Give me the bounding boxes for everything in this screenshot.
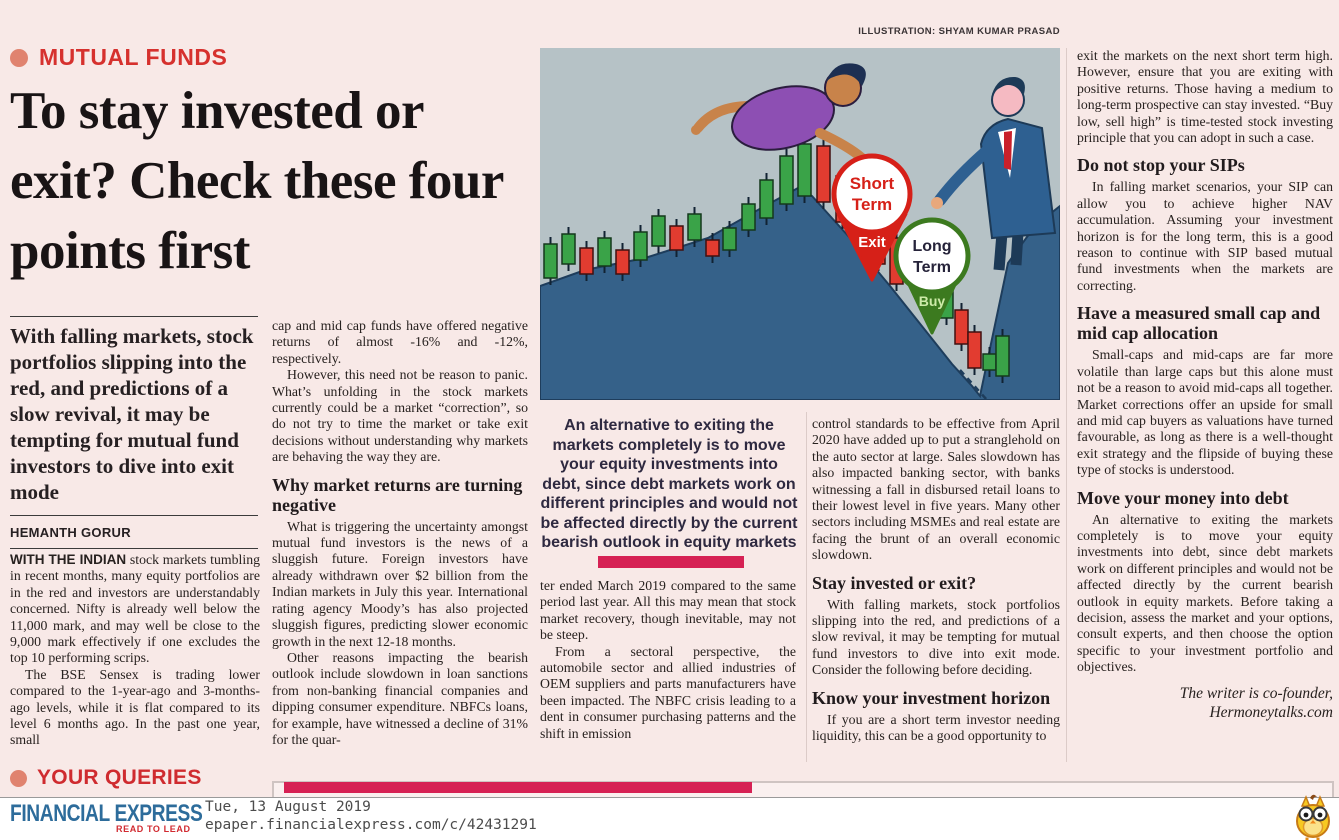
kicker-bullet-icon <box>10 48 28 67</box>
writer-credit-line2: Hermoneytalks.com <box>1209 703 1333 721</box>
pin-text-term: Term <box>852 195 892 214</box>
paragraph: control standards to be effective from A… <box>812 416 1060 563</box>
section-kicker: MUTUAL FUNDS <box>10 44 227 71</box>
paragraph-text: stock markets tumbling in recent months,… <box>10 552 260 666</box>
queries-label: YOUR QUERIES <box>37 766 202 789</box>
pin-text-exit: Exit <box>858 234 886 251</box>
edition-date: Tue, 13 August 2019 <box>205 799 371 815</box>
column-divider <box>806 412 807 762</box>
subhead-move-money-debt: Move your money into debt <box>1077 487 1289 508</box>
paragraph: WITH THE INDIAN stock markets tumbling i… <box>10 552 260 667</box>
subhead-investment-horizon: Know your investment horizon <box>812 687 1051 708</box>
short-term-exit-pin: Short Term Exit <box>831 153 913 282</box>
pin-text-long: Long <box>912 238 951 255</box>
epaper-url[interactable]: epaper.financialexpress.com/c/42431291 <box>205 817 537 833</box>
writer-credit: The writer is co-founder, Hermoneytalks.… <box>1077 684 1333 722</box>
writer-credit-line1: The writer is co-founder, <box>1179 684 1333 702</box>
dashed-trend-line <box>959 369 988 400</box>
pin-text-short: Short <box>850 174 895 193</box>
rule-mid <box>10 515 258 516</box>
paragraph: cap and mid cap funds have offered negat… <box>272 318 528 366</box>
body-column-2: cap and mid cap funds have offered negat… <box>272 318 528 748</box>
subhead-do-not-stop-sips: Do not stop your SIPs <box>1077 155 1245 176</box>
financial-express-logo: FINANCIAL EXPRESS <box>10 800 203 827</box>
owl-mascot-icon <box>1296 794 1330 840</box>
subhead-why-market-returns: Why market returns are turning negative <box>272 474 523 515</box>
mountain-silhouette <box>540 186 1060 400</box>
paragraph: What is triggering the uncertainty among… <box>272 518 528 649</box>
paragraph: If you are a short term investor needing… <box>812 711 1060 744</box>
article-headline: To stay invested or exit? Check these fo… <box>10 82 503 280</box>
column-divider <box>1066 48 1067 762</box>
market-illustration: Short Term Exit Long Term Buy <box>540 48 1060 400</box>
paragraph: In falling market scenarios, your SIP ca… <box>1077 179 1333 293</box>
pull-quote-underline <box>598 556 744 568</box>
paragraph: The BSE Sensex is trading lower compared… <box>10 666 260 748</box>
queries-headline-bar <box>284 782 752 793</box>
rule-top <box>10 316 258 317</box>
paragraph: ter ended March 2019 compared to the sam… <box>540 578 796 643</box>
paragraph: Other reasons impacting the bearish outl… <box>272 649 528 747</box>
long-term-buy-pin: Long Term Buy <box>893 217 971 335</box>
pin-text-term2: Term <box>913 259 951 276</box>
pull-quote: An alternative to exiting the markets co… <box>540 417 798 551</box>
paragraph: Small-caps and mid-caps are far more vol… <box>1077 347 1333 478</box>
body-column-3: ter ended March 2019 compared to the sam… <box>540 578 796 742</box>
paragraph: An alternative to exiting the markets co… <box>1077 511 1333 675</box>
byline: HEMANTH GORUR <box>10 525 131 540</box>
your-queries-kicker: YOUR QUERIES <box>10 766 202 790</box>
queries-bullet-icon <box>10 769 27 787</box>
illustration-credit: ILLUSTRATION: SHYAM KUMAR PRASAD <box>858 26 1060 37</box>
pin-text-buy: Buy <box>919 293 946 309</box>
body-column-5: exit the markets on the next short term … <box>1077 48 1333 722</box>
subhead-stay-invested: Stay invested or exit? <box>812 572 977 593</box>
kicker-label: MUTUAL FUNDS <box>39 44 228 70</box>
paragraph: exit the markets on the next short term … <box>1077 48 1333 146</box>
standfirst: With falling markets, stock portfolios s… <box>10 324 254 504</box>
long-term-investor-figure <box>931 76 1057 271</box>
lead-in: WITH THE INDIAN <box>10 552 127 567</box>
paragraph: However, this need not be reason to pani… <box>272 367 528 465</box>
subhead-small-mid-cap: Have a measured small cap and mid cap al… <box>1077 303 1321 344</box>
body-column-4: control standards to be effective from A… <box>812 416 1060 745</box>
short-term-investor-figure <box>691 63 869 165</box>
body-column-1: WITH THE INDIAN stock markets tumbling i… <box>10 552 260 749</box>
paragraph: With falling markets, stock portfolios s… <box>812 596 1060 678</box>
standfirst-column: With falling markets, stock portfolios s… <box>10 316 258 549</box>
epaper-footer-strip <box>0 797 1339 840</box>
rule-bottom <box>10 548 258 549</box>
brand-tagline: READ TO LEAD <box>116 824 191 834</box>
paragraph: From a sectoral perspective, the automob… <box>540 643 796 741</box>
